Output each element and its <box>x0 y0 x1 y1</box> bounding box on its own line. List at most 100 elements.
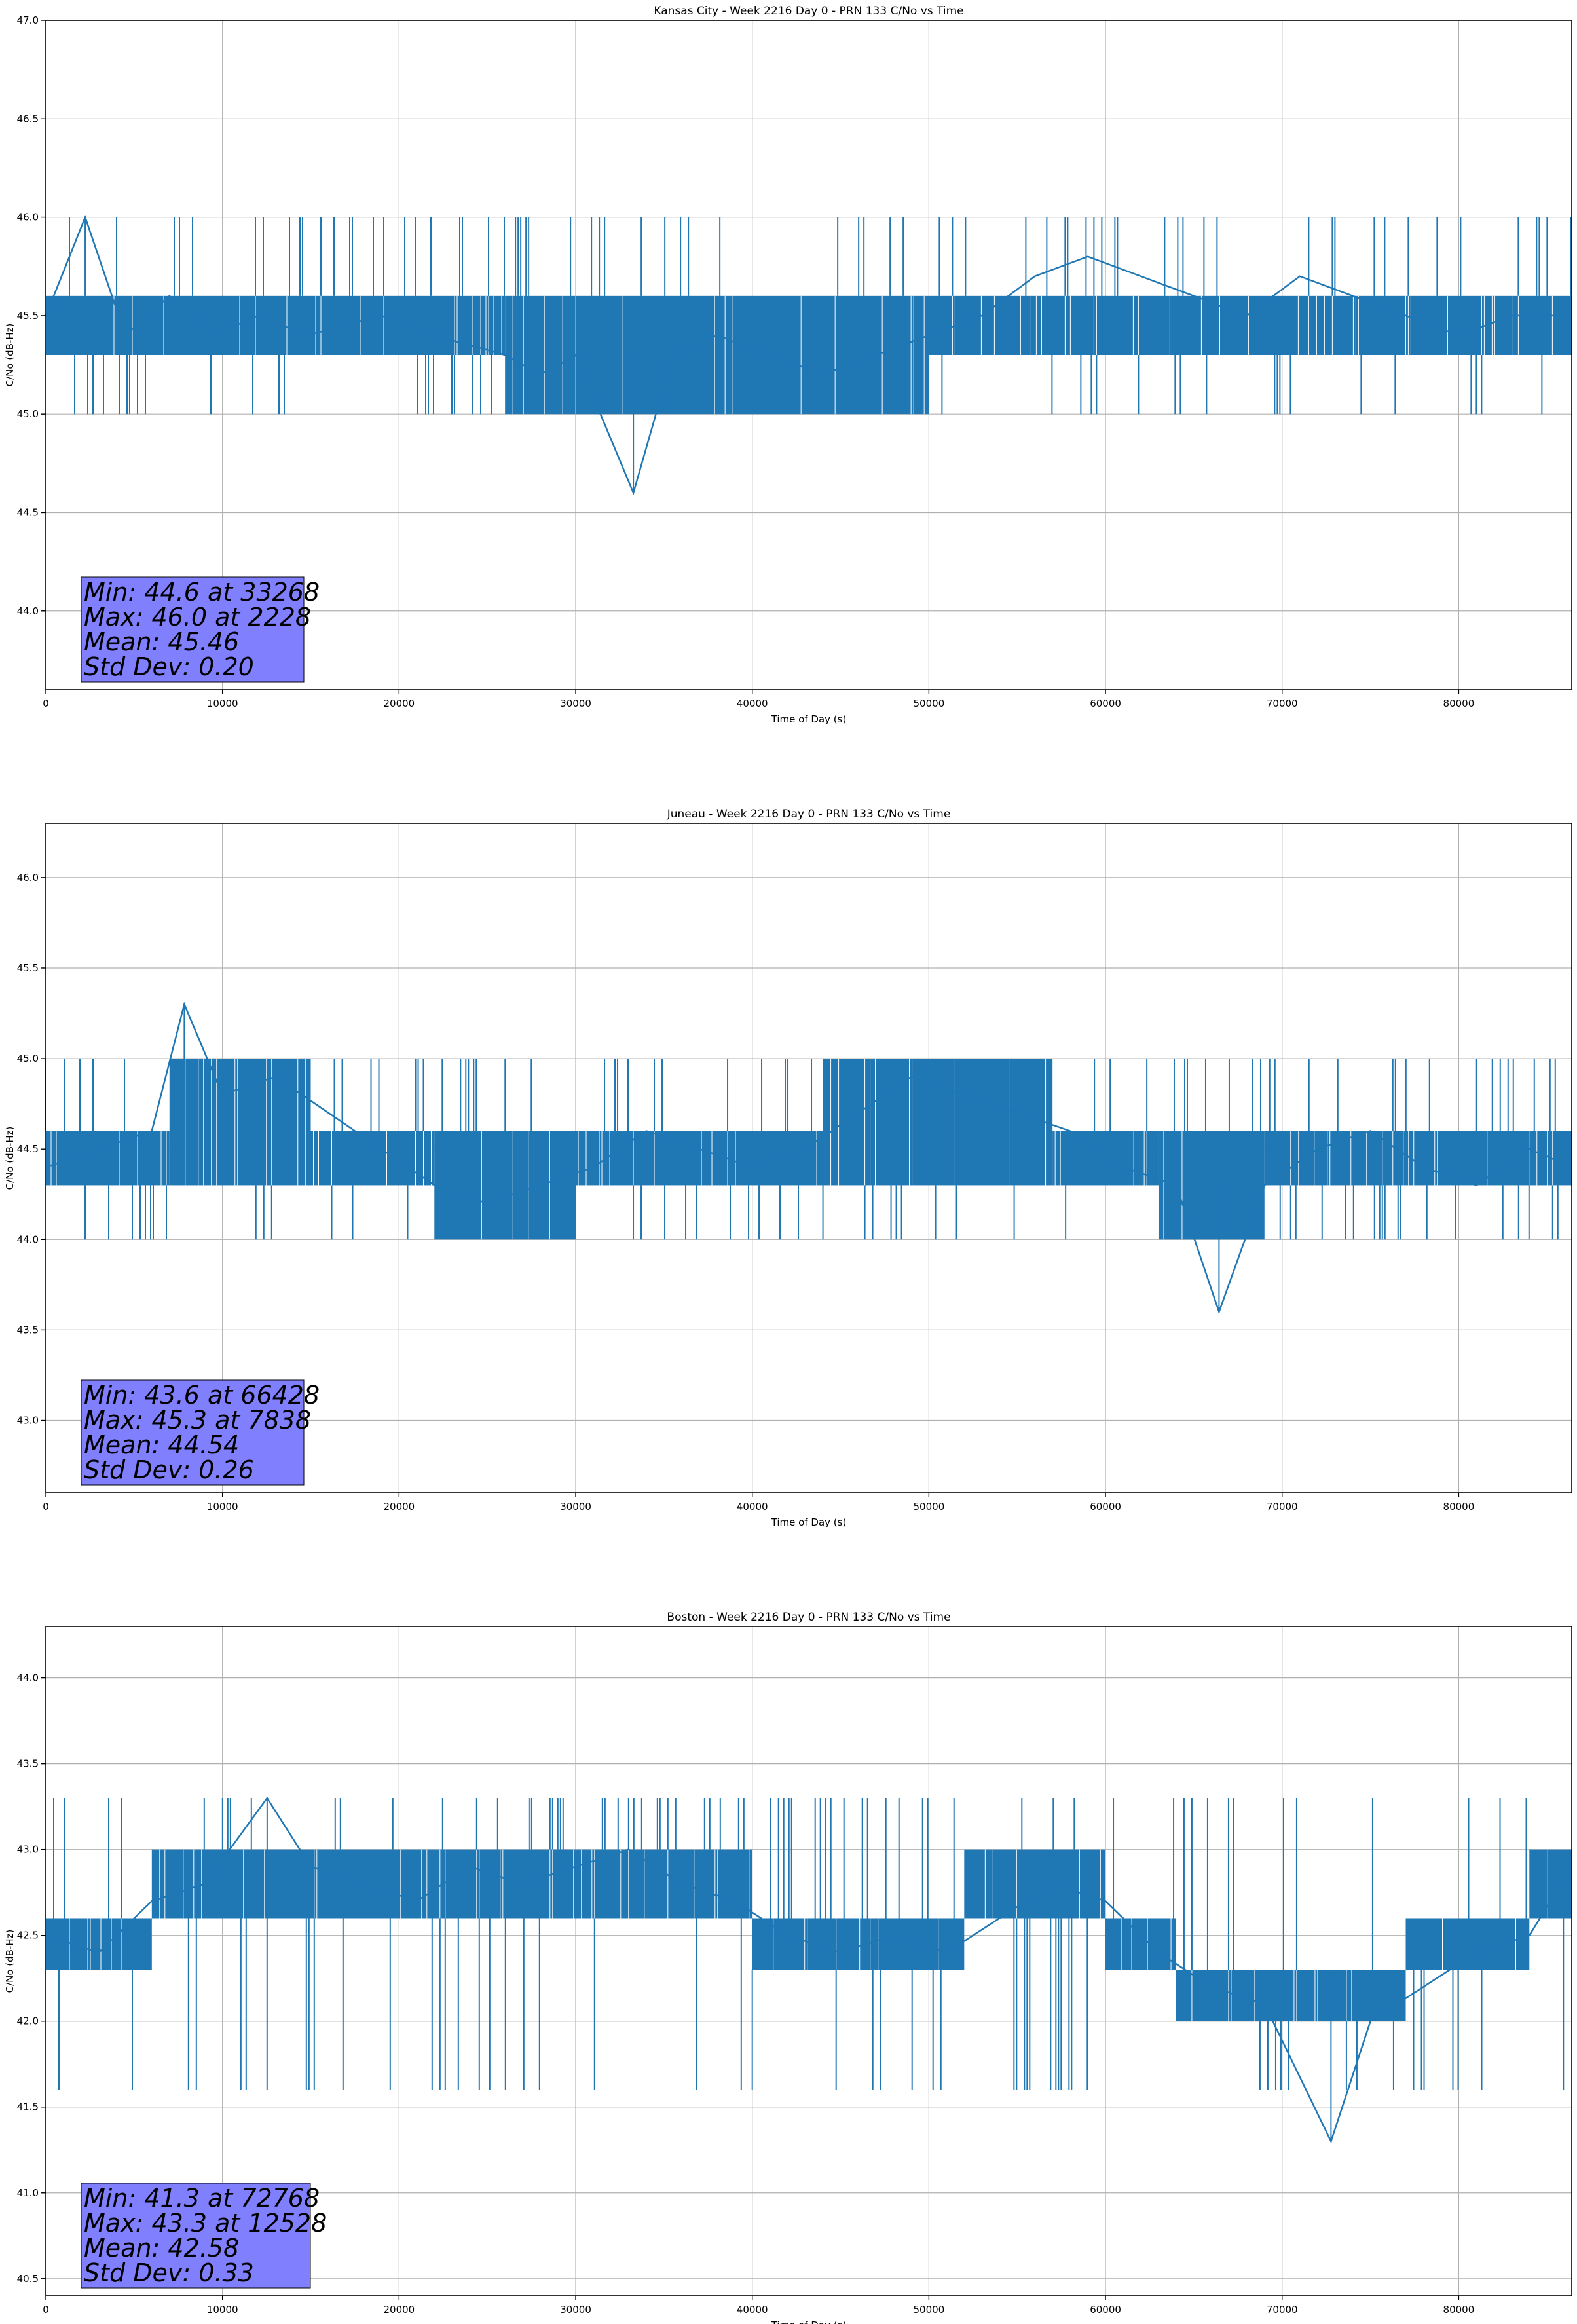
x-tick-label: 60000 <box>1090 1501 1121 1512</box>
x-tick-label: 60000 <box>1090 2304 1121 2315</box>
x-tick-label: 20000 <box>383 2304 415 2315</box>
x-tick-label: 30000 <box>560 698 591 709</box>
x-tick-label: 10000 <box>207 1501 238 1512</box>
stats-line: Max: 45.3 at 7838 <box>84 1406 311 1434</box>
y-axis-label: C/No (dB-Hz) <box>4 324 16 387</box>
stats-line: Min: 43.6 at 66428 <box>84 1381 320 1410</box>
stats-line: Std Dev: 0.26 <box>84 1455 254 1484</box>
y-tick-label: 44.0 <box>17 605 39 617</box>
stats-line: Min: 44.6 at 33268 <box>84 578 320 607</box>
signal-band <box>1264 1131 1572 1186</box>
y-tick-label: 46.0 <box>17 212 39 223</box>
signal-band <box>752 1918 965 1970</box>
y-tick-label: 43.0 <box>17 1415 39 1427</box>
y-tick-label: 43.0 <box>17 1844 39 1856</box>
chart-title: Boston - Week 2216 Day 0 - PRN 133 C/No … <box>667 1611 950 1624</box>
y-tick-label: 43.5 <box>17 1324 39 1336</box>
y-tick-label: 41.5 <box>17 2101 39 2113</box>
signal-band <box>823 1059 1053 1186</box>
x-tick-label: 70000 <box>1267 1501 1298 1512</box>
x-tick-label: 0 <box>43 1501 49 1512</box>
x-tick-label: 20000 <box>383 698 415 709</box>
x-axis-label: Time of Day (s) <box>771 713 847 725</box>
stats-box <box>81 576 305 683</box>
signal-series <box>45 1796 1573 2144</box>
signal-band <box>929 295 1572 355</box>
signal-series <box>45 1002 1572 1315</box>
x-axis-label: Time of Day (s) <box>771 2319 847 2324</box>
x-tick-label: 0 <box>43 2304 49 2315</box>
y-axis-label: C/No (dB-Hz) <box>4 1930 16 1993</box>
x-axis-label: Time of Day (s) <box>771 1516 847 1528</box>
signal-band <box>1405 1918 1530 1970</box>
x-tick-label: 40000 <box>737 698 768 709</box>
stats-line: Max: 43.3 at 12528 <box>84 2209 327 2238</box>
signal-band <box>46 1918 152 1970</box>
y-axis-label: C/No (dB-Hz) <box>4 1127 16 1190</box>
x-tick-label: 50000 <box>914 698 945 709</box>
signal-band <box>151 1849 752 1919</box>
axes-frame <box>45 1626 1572 2296</box>
x-tick-label: 80000 <box>1443 2304 1475 2315</box>
chart-panel-2: 0 10000 20000 30000 40000 50000 60000 70000 8000… <box>4 1611 1573 2324</box>
series-line <box>45 214 1572 496</box>
y-tick-label: 45.0 <box>17 1053 39 1064</box>
x-tick-label: 0 <box>43 698 49 709</box>
axes-frame <box>45 823 1572 1493</box>
y-tick-label: 42.0 <box>17 2015 39 2027</box>
y-tick-label: 47.0 <box>17 14 39 26</box>
x-tick-label: 80000 <box>1443 1501 1475 1512</box>
stats-line: Mean: 42.58 <box>84 2234 239 2262</box>
y-tick-label: 46.5 <box>17 113 39 124</box>
y-tick-label: 44.0 <box>17 1672 39 1684</box>
x-tick-label: 10000 <box>207 698 238 709</box>
chart-title: Kansas City - Week 2216 Day 0 - PRN 133 … <box>654 5 963 18</box>
x-tick-label: 50000 <box>914 1501 945 1512</box>
stats-line: Min: 41.3 at 72768 <box>84 2184 320 2213</box>
y-tick-label: 41.0 <box>17 2187 39 2199</box>
y-tick-label: 40.5 <box>17 2273 39 2285</box>
y-tick-label: 45.5 <box>17 962 39 974</box>
x-tick-label: 50000 <box>914 2304 945 2315</box>
series-line <box>45 1002 1572 1315</box>
y-tick-label: 43.5 <box>17 1758 39 1770</box>
signal-band <box>46 1131 170 1186</box>
stats-line: Std Dev: 0.20 <box>84 652 254 681</box>
y-tick-label: 46.0 <box>17 872 39 884</box>
signal-band <box>434 1131 576 1240</box>
signal-band <box>505 295 929 415</box>
signal-band <box>1176 1970 1406 2021</box>
x-tick-label: 30000 <box>560 2304 591 2315</box>
axes-frame <box>45 20 1572 690</box>
stats-line: Max: 46.0 at 2228 <box>84 603 311 631</box>
x-tick-label: 60000 <box>1090 698 1121 709</box>
stats-line: Mean: 44.54 <box>84 1431 239 1459</box>
x-tick-label: 30000 <box>560 1501 591 1512</box>
signal-band <box>310 1131 435 1186</box>
x-tick-label: 80000 <box>1443 698 1475 709</box>
y-tick-label: 45.0 <box>17 408 39 420</box>
stats-line: Mean: 45.46 <box>84 628 239 656</box>
chart-panel-1: 0 10000 20000 30000 40000 50000 60000 70000 8000… <box>4 808 1572 1528</box>
signal-band <box>1105 1918 1176 1970</box>
series-line <box>45 1796 1573 2144</box>
chart-panel-0: 0 10000 20000 30000 40000 50000 60000 70000 8000… <box>4 5 1572 725</box>
y-tick-label: 44.0 <box>17 1233 39 1245</box>
y-tick-label: 42.5 <box>17 1930 39 1941</box>
signal-band <box>1052 1131 1159 1186</box>
x-tick-label: 10000 <box>207 2304 238 2315</box>
y-tick-label: 45.5 <box>17 310 39 322</box>
x-tick-label: 70000 <box>1267 2304 1298 2315</box>
signal-band <box>576 1131 823 1186</box>
signal-band <box>1529 1849 1572 1919</box>
stats-box <box>81 2183 311 2289</box>
chart-title: Juneau - Week 2216 Day 0 - PRN 133 C/No … <box>667 808 951 821</box>
x-tick-label: 40000 <box>737 2304 768 2315</box>
x-tick-label: 20000 <box>383 1501 415 1512</box>
stats-box <box>81 1379 305 1486</box>
stats-line: Std Dev: 0.33 <box>84 2258 254 2287</box>
signal-series <box>45 214 1572 496</box>
y-tick-label: 44.5 <box>17 1143 39 1155</box>
x-tick-label: 40000 <box>737 1501 768 1512</box>
